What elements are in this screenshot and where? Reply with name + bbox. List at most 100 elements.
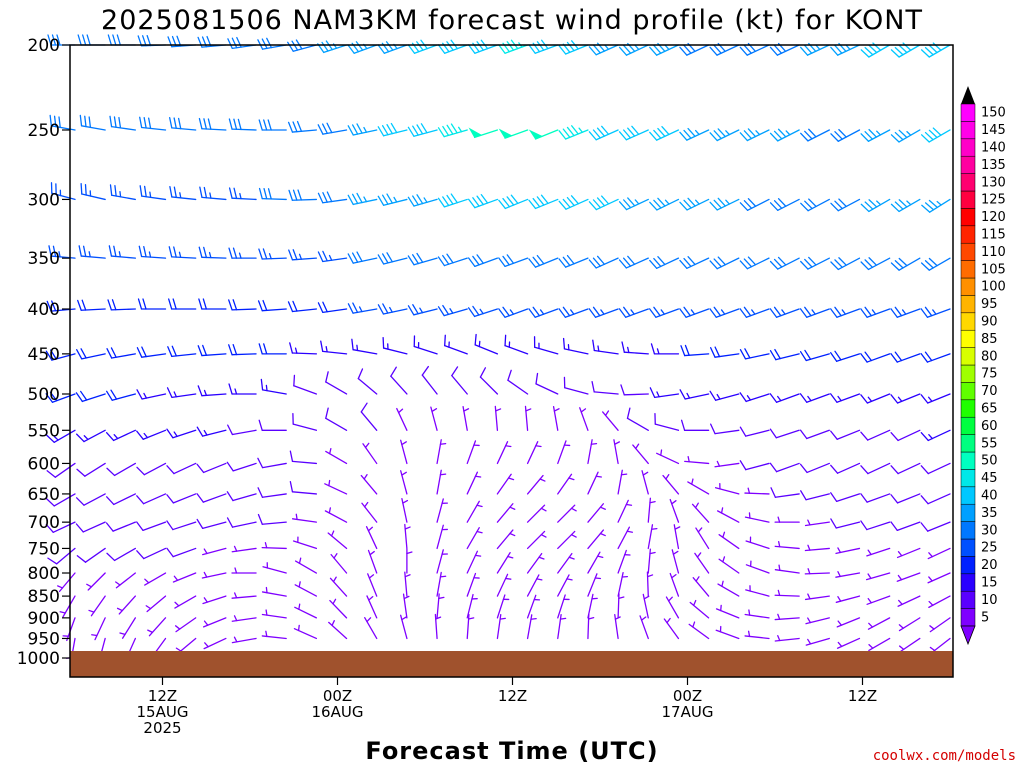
colorbar-segment bbox=[960, 242, 976, 261]
credit-link[interactable]: coolwx.com/models bbox=[873, 748, 1016, 764]
wind-barb bbox=[588, 42, 619, 56]
wind-barb bbox=[45, 349, 76, 361]
colorbar-label: 60 bbox=[981, 419, 998, 434]
wind-barb bbox=[317, 40, 348, 54]
wind-barb bbox=[347, 302, 378, 314]
wind-barb bbox=[46, 462, 76, 478]
wind-barb bbox=[647, 524, 658, 550]
wind-barb bbox=[890, 198, 921, 213]
wind-barb bbox=[588, 195, 619, 211]
wind-barb bbox=[526, 441, 542, 465]
wind-barb bbox=[692, 576, 710, 597]
surface-terrain bbox=[70, 651, 953, 677]
colorbar-segment bbox=[960, 347, 976, 366]
wind-barb bbox=[361, 501, 378, 523]
wind-barb bbox=[404, 523, 411, 550]
wind-barb bbox=[830, 518, 861, 529]
wind-barb bbox=[202, 595, 227, 605]
colorbar-label: 40 bbox=[981, 489, 998, 504]
wind-barb bbox=[324, 479, 348, 495]
wind-barb bbox=[557, 440, 571, 465]
colorbar-label: 10 bbox=[981, 593, 998, 608]
wind-barb bbox=[835, 571, 861, 578]
wind-barb bbox=[587, 573, 602, 597]
wind-barb bbox=[656, 449, 680, 465]
wind-barb bbox=[526, 614, 537, 640]
wind-barb bbox=[714, 460, 740, 468]
wind-barb bbox=[739, 426, 770, 437]
wind-barb bbox=[45, 429, 76, 443]
wind-barb bbox=[533, 336, 559, 355]
wind-barb bbox=[228, 383, 257, 395]
wind-barb bbox=[679, 389, 710, 400]
wind-barb bbox=[287, 120, 318, 133]
wind-barb bbox=[467, 305, 499, 318]
wind-barb bbox=[496, 503, 516, 523]
wind-barb bbox=[739, 306, 770, 318]
wind-barb bbox=[136, 521, 167, 532]
wind-barb bbox=[226, 491, 257, 502]
wind-barb bbox=[198, 117, 227, 131]
wind-barb bbox=[197, 385, 227, 397]
wind-barb bbox=[260, 378, 287, 395]
wind-barb bbox=[494, 405, 502, 431]
y-tick-label: 900 bbox=[28, 609, 60, 629]
wind-barb bbox=[920, 127, 951, 143]
wind-barb bbox=[421, 365, 438, 395]
colorbar-segment bbox=[960, 469, 976, 488]
wind-barb bbox=[769, 428, 800, 439]
wind-barb bbox=[774, 540, 800, 550]
wind-barb bbox=[715, 625, 740, 640]
wind-barb bbox=[800, 490, 830, 501]
wind-barb bbox=[138, 245, 167, 259]
colorbar-label: 140 bbox=[981, 141, 1006, 156]
wind-barb bbox=[166, 493, 197, 504]
y-tick-label: 750 bbox=[28, 539, 60, 559]
colorbar-label: 20 bbox=[981, 558, 998, 573]
wind-barb bbox=[860, 42, 891, 58]
wind-barb bbox=[920, 257, 951, 271]
wind-barb bbox=[436, 549, 448, 574]
wind-barb bbox=[709, 128, 740, 142]
wind-barb bbox=[587, 439, 598, 465]
wind-barb bbox=[897, 595, 921, 607]
wind-barb bbox=[466, 440, 480, 465]
wind-barb bbox=[836, 637, 861, 649]
wind-barb bbox=[466, 572, 480, 597]
wind-barb bbox=[228, 247, 257, 259]
wind-barb bbox=[79, 114, 106, 131]
wind-barb bbox=[617, 549, 631, 574]
wind-barb bbox=[860, 462, 891, 475]
wind-barb bbox=[364, 617, 378, 640]
wind-barb bbox=[106, 389, 136, 401]
wind-barb bbox=[75, 390, 106, 403]
wind-barb bbox=[867, 617, 891, 630]
wind-barb bbox=[466, 613, 475, 640]
wind-barb bbox=[769, 128, 800, 142]
wind-barb bbox=[800, 198, 830, 212]
wind-barb bbox=[718, 531, 740, 550]
y-tick-label: 950 bbox=[28, 629, 60, 649]
colorbar-segment bbox=[960, 434, 976, 453]
wind-barb bbox=[437, 39, 468, 54]
wind-barb bbox=[890, 306, 921, 318]
wind-barb bbox=[739, 198, 770, 211]
colorbar-label: 15 bbox=[981, 576, 998, 591]
wind-barb bbox=[77, 299, 106, 311]
wind-barb bbox=[774, 516, 800, 523]
wind-barb bbox=[800, 128, 830, 142]
wind-barb bbox=[558, 125, 589, 140]
y-tick-label: 450 bbox=[28, 345, 60, 365]
wind-barb bbox=[830, 198, 861, 212]
wind-barb bbox=[106, 493, 136, 506]
wind-barb bbox=[317, 122, 348, 135]
wind-barb bbox=[679, 127, 710, 141]
wind-barb bbox=[695, 527, 710, 550]
wind-barb bbox=[835, 595, 861, 603]
wind-barb bbox=[75, 521, 106, 533]
wind-barb bbox=[614, 614, 621, 640]
wind-barb bbox=[805, 617, 830, 625]
wind-barb bbox=[641, 470, 649, 495]
wind-barb bbox=[526, 504, 547, 523]
wind-barb bbox=[291, 513, 318, 523]
